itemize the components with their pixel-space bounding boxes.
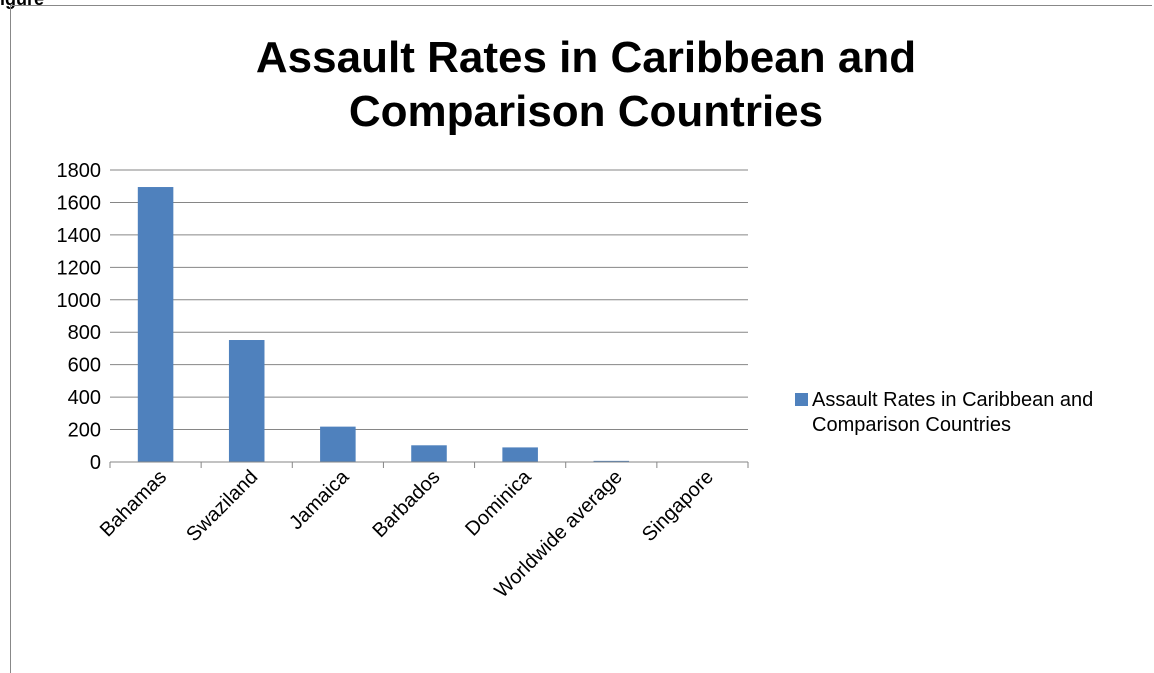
x-tick-label: Swaziland [182, 466, 262, 546]
legend-swatch [795, 393, 808, 406]
x-tick-label: Singapore [638, 466, 718, 546]
y-tick-label: 1000 [57, 290, 102, 312]
chart-title: Assault Rates in Caribbean and Compariso… [256, 33, 916, 136]
bar-barbados [411, 445, 447, 462]
y-tick-label: 1600 [57, 192, 102, 214]
figure-caption-fragment: igure [0, 0, 44, 10]
legend-label: Assault Rates in Caribbean and Compariso… [812, 389, 1094, 436]
y-tick-label: 1400 [57, 225, 102, 247]
bar-bahamas [137, 187, 174, 463]
y-tick-label: 1200 [57, 257, 102, 279]
x-tick-label: Jamaica [285, 465, 354, 534]
x-tick-label: Bahamas [96, 466, 171, 541]
x-tick-label: Dominica [461, 465, 536, 540]
bar-worldwide-average [593, 460, 630, 462]
y-tick-label: 800 [68, 322, 101, 344]
x-tick-label: Barbados [368, 466, 444, 542]
y-tick-label: 1800 [57, 160, 102, 182]
y-tick-label: 600 [68, 355, 101, 377]
y-tick-label: 200 [68, 420, 101, 442]
x-axis-tick-labels: Bahamas Swaziland Jamaica Barbados DominicaW… [96, 465, 718, 602]
y-tick-label: 0 [90, 452, 101, 474]
y-tick-label: 400 [68, 387, 101, 409]
bar-jamaica [320, 426, 356, 462]
gridlines [110, 169, 748, 431]
chart-title-line-1: Assault Rates in Caribbean and [256, 33, 916, 82]
bar-dominica [502, 447, 538, 462]
chart-area [10, 5, 1152, 673]
x-axis [109, 461, 749, 468]
chart-title-line-2: Comparison Countries [349, 87, 823, 136]
bars [137, 187, 721, 463]
legend: Assault Rates in Caribbean and Compariso… [795, 388, 1145, 438]
y-axis-tick-labels: 0 200 400 600 800 1000 1200 1400 1600 1800 [57, 160, 102, 474]
bar-swaziland [228, 340, 265, 462]
